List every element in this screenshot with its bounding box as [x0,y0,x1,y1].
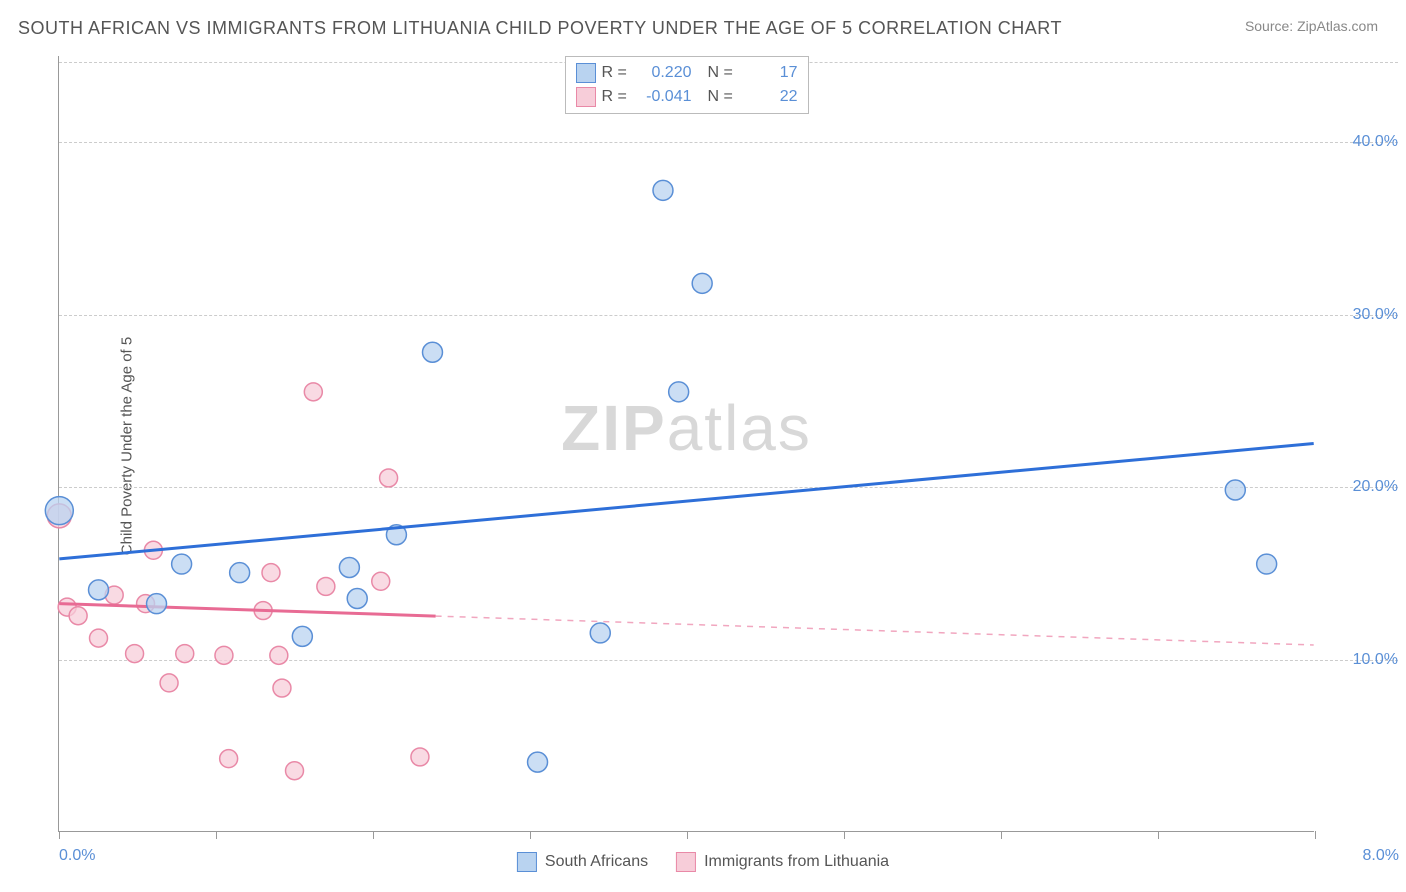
series-lithuania-point [69,607,87,625]
legend-series-item: South Africans [517,852,648,872]
series-south-african-point [172,554,192,574]
series-lithuania-point [317,577,335,595]
series-lithuania-point [126,645,144,663]
r-label: R = [602,64,634,82]
r-value: 0.220 [640,64,692,82]
series-south-african-point [423,342,443,362]
series-lithuania-point [220,750,238,768]
series-south-african-point [528,752,548,772]
series-south-african-point [292,626,312,646]
x-tick [844,831,845,839]
series-south-african-point [347,589,367,609]
legend-stat-row: R = -0.041 N = 22 [576,85,798,109]
series-south-african-point [590,623,610,643]
x-tick [687,831,688,839]
series-south-african-point [45,497,73,525]
series-lithuania-point [215,646,233,664]
series-south-african-point [339,558,359,578]
series-south-african-point [1225,480,1245,500]
legend-swatch-icon [576,63,596,83]
series-south-african-point [669,382,689,402]
legend-series-item: Immigrants from Lithuania [676,852,889,872]
series-lithuania-point [286,762,304,780]
correlation-legend: R = 0.220 N = 17 R = -0.041 N = 22 [565,56,809,114]
x-tick [373,831,374,839]
series-lithuania-point [262,564,280,582]
y-tick-label: 20.0% [1353,478,1398,496]
x-tick-label: 8.0% [1363,847,1399,865]
chart-plot-area: ZIPatlas 10.0%20.0%30.0%40.0% 0.0%8.0% R… [58,56,1314,832]
legend-series-label: South Africans [545,853,648,871]
legend-series-label: Immigrants from Lithuania [704,853,889,871]
x-tick [530,831,531,839]
series-south-african-point [147,594,167,614]
series-lithuania-point [411,748,429,766]
x-tick [216,831,217,839]
series-lithuania-point [372,572,390,590]
source-attribution: Source: ZipAtlas.com [1245,18,1378,34]
series-south-african-point [692,273,712,293]
x-tick [1315,831,1316,839]
series-south-african-point [1257,554,1277,574]
legend-stat-row: R = 0.220 N = 17 [576,61,798,85]
series-lithuania-point [160,674,178,692]
x-tick [1001,831,1002,839]
n-value: 17 [746,64,798,82]
series-lithuania-point [380,469,398,487]
legend-swatch-icon [676,852,696,872]
series-lithuania-trend-line [59,604,435,616]
series-south-african-point [89,580,109,600]
n-label: N = [708,88,740,106]
series-lithuania-point [90,629,108,647]
y-tick-label: 10.0% [1353,651,1398,669]
series-lithuania-point [304,383,322,401]
chart-title: SOUTH AFRICAN VS IMMIGRANTS FROM LITHUAN… [18,18,1062,39]
series-south-african-point [653,180,673,200]
scatter-plot-svg [59,56,1314,831]
y-tick-label: 40.0% [1353,133,1398,151]
series-lithuania-trend-line-dashed [436,616,1314,645]
r-label: R = [602,88,634,106]
series-legend: South Africans Immigrants from Lithuania [517,852,889,872]
series-lithuania-point [273,679,291,697]
y-tick-label: 30.0% [1353,306,1398,324]
series-lithuania-point [176,645,194,663]
legend-swatch-icon [517,852,537,872]
x-tick [59,831,60,839]
n-label: N = [708,64,740,82]
series-south-african-point [230,563,250,583]
series-lithuania-point [270,646,288,664]
series-south-african-trend-line [59,444,1313,559]
x-tick-label: 0.0% [59,847,95,865]
legend-swatch-icon [576,87,596,107]
x-tick [1158,831,1159,839]
n-value: 22 [746,88,798,106]
r-value: -0.041 [640,88,692,106]
